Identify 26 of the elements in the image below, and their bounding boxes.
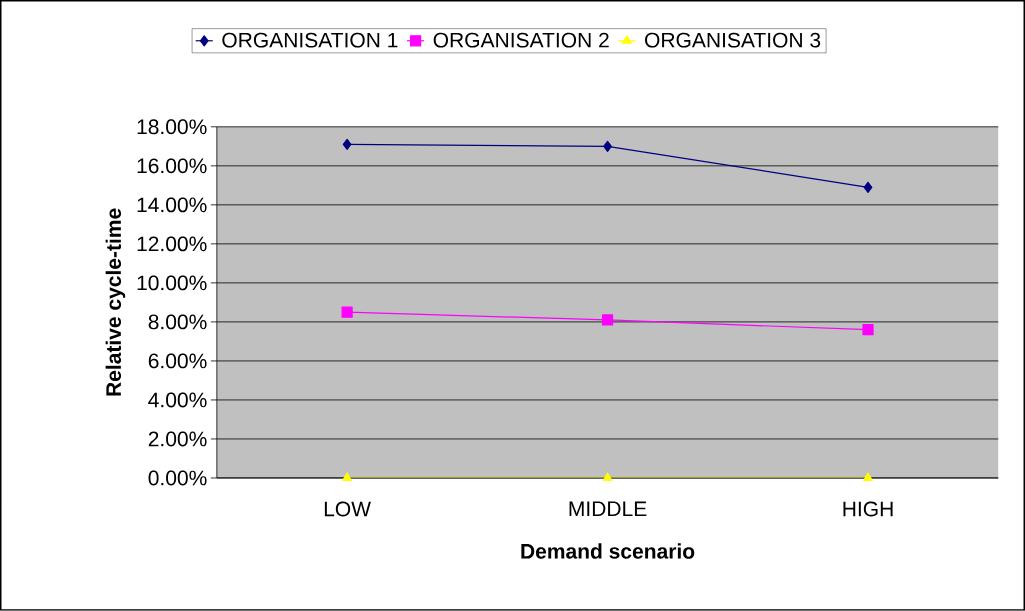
point (863, 472, 873, 482)
x-tick-label: LOW (324, 501, 371, 517)
x-tick-label: HIGH (843, 501, 893, 517)
y-tick-label: 8.00% (148, 314, 207, 330)
y-tick-label: 10.00% (137, 275, 207, 291)
y-tick-label: 14.00% (137, 197, 207, 213)
y-tick-label: 0.00% (148, 470, 207, 486)
y-tick-label: 12.00% (137, 236, 207, 252)
y-tick-label: 18.00% (137, 119, 207, 135)
x-axis-title: Demand scenario (521, 543, 695, 559)
point (342, 472, 353, 482)
point (341, 306, 353, 318)
point (601, 314, 614, 326)
y-axis-title: Relative cycle-time (105, 208, 126, 396)
x-tick-label: MIDDLE (569, 501, 647, 517)
legend-label: ORGANISATION 1 (222, 32, 398, 48)
legend-label: ORGANISATION 2 (433, 32, 609, 48)
point (602, 472, 613, 482)
point (342, 138, 352, 151)
y-tick-label: 2.00% (148, 431, 207, 447)
legend-label: ORGANISATION 3 (645, 32, 821, 48)
y-tick-label: 6.00% (148, 353, 207, 369)
y-tick-label: 16.00% (137, 158, 207, 174)
point (862, 324, 874, 336)
y-tick-label: 4.00% (148, 392, 207, 408)
point (863, 181, 873, 193)
